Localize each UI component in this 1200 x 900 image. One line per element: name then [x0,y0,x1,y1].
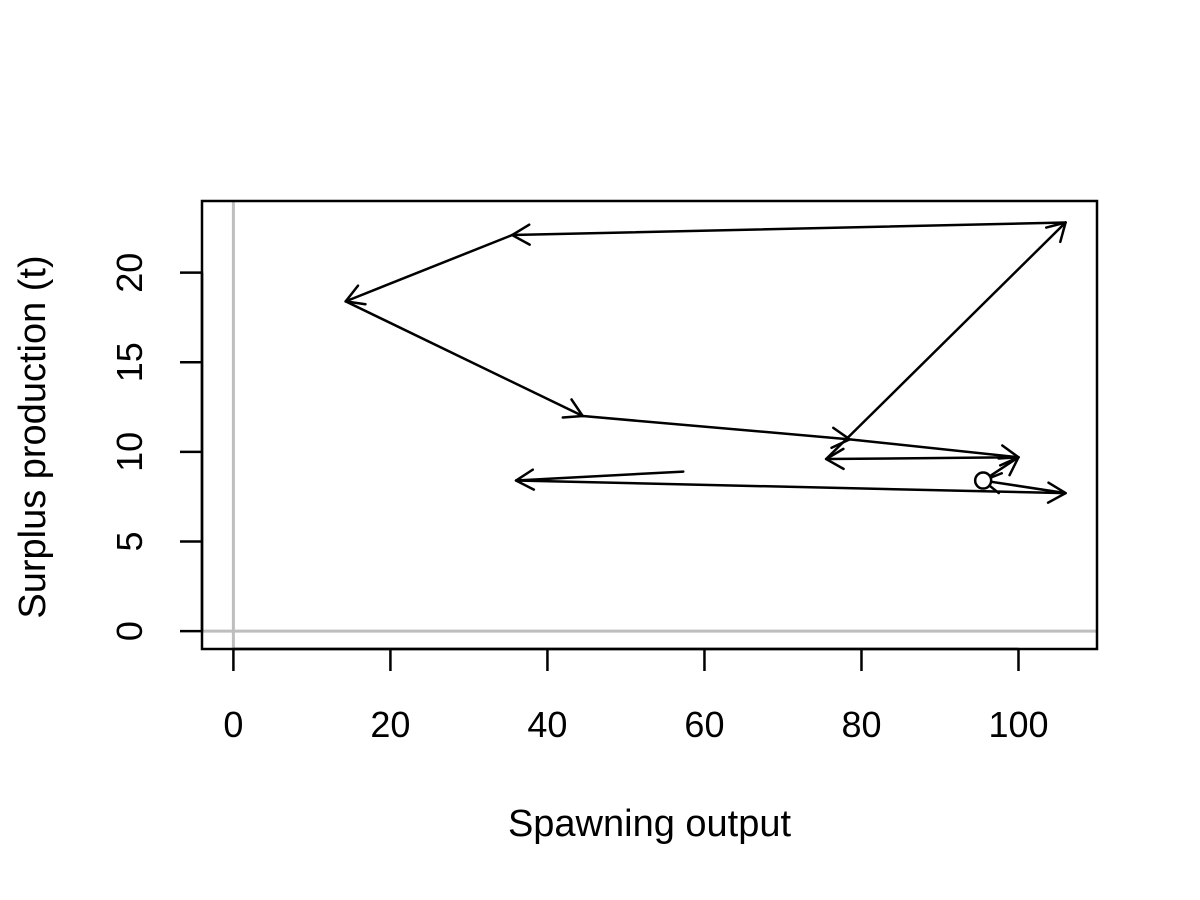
trajectory-segment [344,300,585,419]
y-tick-label: 15 [109,342,150,382]
arrow-head [998,444,1020,467]
trajectory-segment [514,468,685,491]
y-axis: 0 5 10 15 20 [109,253,204,641]
y-tick-label: 20 [109,253,150,293]
trajectory-segment [581,414,851,450]
segment-line [344,300,585,418]
trajectory-segment [824,447,1020,471]
x-axis-title: Spawning output [508,803,792,845]
segment-line [824,221,1067,461]
x-tick-label: 60 [684,704,724,745]
x-tick-label: 40 [527,704,567,745]
x-tick-label: 80 [841,704,881,745]
trajectory-segment [848,438,1020,467]
segment-line [510,221,1067,237]
x-tick-label: 100 [988,704,1048,745]
segment-line [514,470,685,482]
plot-frame [200,199,1099,651]
y-tick-label: 5 [109,531,150,551]
x-axis: 0 20 40 60 80 100 [223,647,1049,745]
series-path [344,221,1067,504]
trajectory-segment [981,472,1067,495]
trajectory-segment [510,221,1067,246]
reference-lines [202,201,1097,649]
marker-layer [973,471,993,490]
segment-line [824,456,1020,461]
x-tick-label: 20 [370,704,410,745]
y-axis-title: Surplus production (t) [12,255,54,618]
x-tick-label: 0 [223,704,243,745]
segment-line [581,414,851,441]
trajectory-segment [344,233,514,306]
segment-line [981,479,1067,495]
segment-line [848,438,1020,459]
y-tick-label: 0 [109,621,150,641]
y-tick-label: 10 [109,432,150,472]
trajectory-segment [824,221,1067,461]
segment-line [344,233,514,303]
segment-line [514,479,1067,495]
start-point-marker [973,471,993,490]
